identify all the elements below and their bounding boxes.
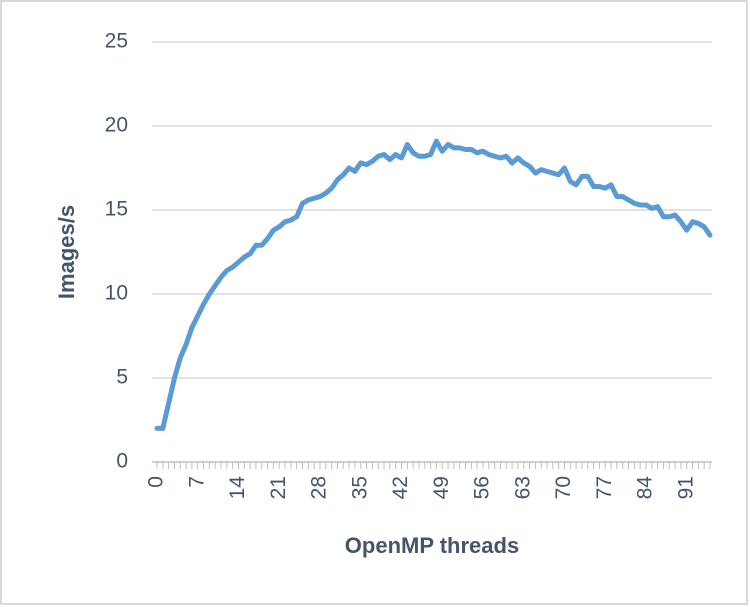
y-tick-label: 25 bbox=[105, 30, 128, 53]
y-tick-label: 15 bbox=[105, 198, 128, 221]
x-axis-title: OpenMP threads bbox=[345, 533, 519, 558]
x-tick-label: 0 bbox=[145, 476, 168, 488]
x-tick-label: 28 bbox=[308, 476, 331, 499]
x-tick-label: 35 bbox=[348, 476, 371, 499]
x-tick-label: 14 bbox=[226, 476, 249, 500]
x-tick-label: 63 bbox=[511, 476, 534, 499]
x-tick-label: 91 bbox=[674, 476, 697, 499]
x-tick-label: 77 bbox=[593, 476, 616, 499]
x-tick-label: 84 bbox=[634, 476, 657, 500]
x-tick-label: 42 bbox=[389, 476, 412, 499]
y-tick-label: 20 bbox=[105, 114, 128, 137]
y-tick-label: 0 bbox=[116, 450, 128, 473]
x-tick-label: 49 bbox=[430, 476, 453, 499]
data-line bbox=[154, 138, 713, 431]
x-tick-label: 7 bbox=[185, 476, 208, 488]
x-tick-label: 70 bbox=[552, 476, 575, 499]
y-tick-label: 10 bbox=[105, 282, 128, 305]
x-tick-label: 21 bbox=[267, 476, 290, 499]
y-axis-title: Images/s bbox=[54, 205, 79, 299]
x-tick-label: 56 bbox=[471, 476, 494, 499]
y-tick-label: 5 bbox=[116, 366, 128, 389]
